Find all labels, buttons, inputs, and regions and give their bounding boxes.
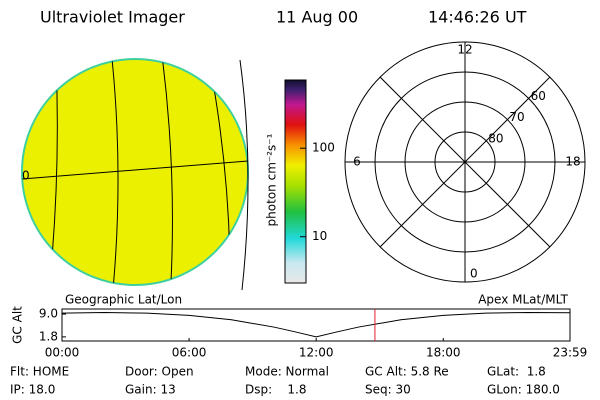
mlt-label: 18: [565, 155, 580, 169]
polar-ring: [434, 131, 496, 193]
info-field: Mode: Normal: [245, 365, 329, 379]
x-tick-label: 06:00: [172, 346, 207, 360]
lat-label: 70: [509, 110, 524, 124]
x-tick-label: 18:00: [426, 346, 461, 360]
lat-label: 80: [488, 131, 503, 145]
polar-ring: [374, 71, 556, 253]
colorbar-tick-label: 10: [312, 229, 327, 243]
info-field: Flt: HOME: [10, 365, 69, 379]
altitude-line: [61, 311, 571, 338]
info-field: GC Alt: 5.8 Re: [365, 365, 449, 379]
x-tick-label: 23:59: [553, 346, 588, 360]
colorbar-label: photon cm⁻²s⁻¹: [265, 133, 279, 226]
polar-ring: [404, 101, 526, 223]
y-tick-label: 9.0: [39, 307, 58, 321]
info-field: GLat: 1.8: [487, 365, 546, 379]
timeline-left-label: Geographic Lat/Lon: [65, 293, 182, 307]
polar-ring: [344, 41, 586, 283]
x-tick-label: 12:00: [299, 346, 334, 360]
date: 11 Aug 00: [276, 8, 358, 27]
title: Ultraviolet Imager: [40, 8, 185, 27]
mlt-label: 12: [457, 43, 472, 57]
lat-label: 60: [531, 89, 546, 103]
x-tick-label: 00:00: [45, 346, 80, 360]
info-field: Door: Open: [125, 365, 194, 379]
info-field: Seq: 30: [365, 383, 411, 397]
info-field: IP: 18.0: [10, 383, 55, 397]
info-field: Dsp: 1.8: [245, 383, 307, 397]
globe-label: 0: [22, 169, 30, 183]
info-field: Gain: 13: [125, 383, 176, 397]
colorbar: [284, 79, 307, 284]
y-tick-label: 1.8: [39, 329, 58, 343]
colorbar-tick-label: 100: [312, 141, 335, 155]
info-field: GLon: 180.0: [487, 383, 560, 397]
polar-grid: [345, 42, 585, 282]
timeline-y-label: GC Alt: [11, 306, 25, 344]
globe: [21, 58, 249, 291]
mlt-label: 6: [353, 155, 361, 169]
timeline-right-label: Apex MLat/MLT: [478, 293, 568, 307]
mlt-label: 0: [470, 267, 478, 281]
time: 14:46:26 UT: [428, 8, 527, 27]
timeline-box: [61, 308, 571, 342]
